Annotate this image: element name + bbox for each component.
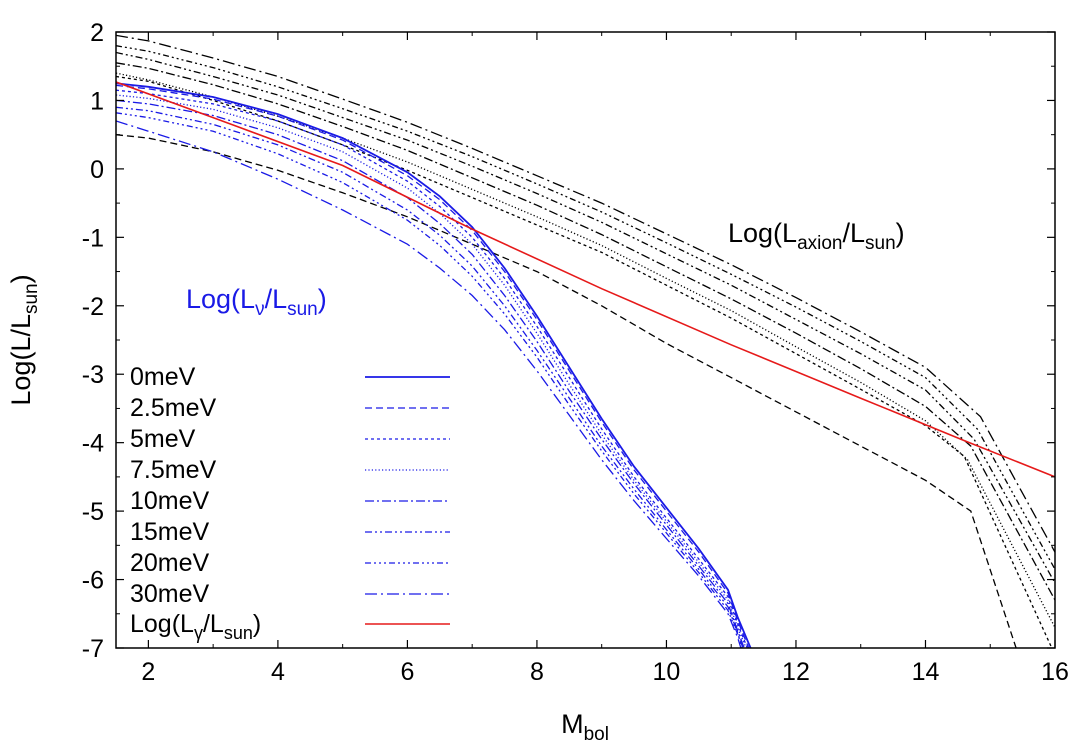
legend-label-5meV: 5meV <box>130 425 196 453</box>
x-tick-label: 14 <box>912 658 940 686</box>
series-layer <box>116 34 1055 648</box>
legend-label-0meV: 0meV <box>130 363 196 391</box>
x-axis-title: Mbol <box>561 709 609 745</box>
y-tick-label: -7 <box>82 635 104 663</box>
axion-series-line-5 <box>116 51 1055 584</box>
axion-series-line-6 <box>116 45 1055 570</box>
neutrino-series-line-20meV <box>116 112 743 648</box>
legend-label-30meV: 30meV <box>130 580 210 608</box>
axion-series-line-7 <box>116 34 1055 553</box>
y-tick-label: 1 <box>90 87 104 115</box>
neutrino-series-line-15meV <box>116 106 744 648</box>
y-tick-label: 2 <box>90 19 104 47</box>
axion-series-line-1 <box>116 134 1017 648</box>
y-tick-label: -4 <box>82 430 104 458</box>
neutrino-series-line-10meV <box>116 99 745 648</box>
axion-series-line-3 <box>116 72 1055 628</box>
x-tick-label: 12 <box>782 658 810 686</box>
legend-label-photon: Log(Lγ/Lsun) <box>130 610 261 643</box>
x-tick-label: 4 <box>271 658 285 686</box>
x-tick-label: 10 <box>653 658 681 686</box>
y-tick-label: -3 <box>82 361 104 389</box>
legend-label-20meV: 20meV <box>130 549 210 577</box>
x-tick-label: 8 <box>530 658 544 686</box>
legend-label-10meV: 10meV <box>130 487 210 515</box>
legend-label-7_5meV: 7.5meV <box>130 456 216 484</box>
y-tick-label: -1 <box>82 224 104 252</box>
photon-series-line <box>116 81 1055 478</box>
legend-label-2_5meV: 2.5meV <box>130 394 216 422</box>
x-tick-label: 6 <box>400 658 414 686</box>
neutrino-series-line-0meV <box>116 82 752 648</box>
axion-series-line-4 <box>116 62 1055 601</box>
legend: 0meV 2.5meV 5meV 7.5meV 10meV 15meV 20meV 30meV… <box>130 363 450 643</box>
x-tick-label: 2 <box>141 658 155 686</box>
axion-series-line-2 <box>116 75 1053 648</box>
x-tick-label: 16 <box>1041 658 1069 686</box>
y-tick-label: -5 <box>82 498 104 526</box>
y-tick-label: 0 <box>90 156 104 184</box>
ticks-layer <box>116 31 1056 649</box>
axion-annotation: Log(Laxion/Lsun) <box>728 218 905 254</box>
neutrino-series-line-5meV <box>116 89 749 648</box>
legend-items: 0meV 2.5meV 5meV 7.5meV 10meV 15meV 20meV 30meV <box>130 363 450 608</box>
neutrino-annotation: Log(Lν/Lsun) <box>186 284 327 320</box>
y-axis-title: Log(L/Lsun) <box>6 274 42 405</box>
neutrino-series-line-30meV <box>116 120 742 648</box>
neutrino-series-line-2_5meV <box>116 84 750 648</box>
y-tick-label: -6 <box>82 567 104 595</box>
legend-label-15meV: 15meV <box>130 518 210 546</box>
y-tick-label: -2 <box>82 293 104 321</box>
